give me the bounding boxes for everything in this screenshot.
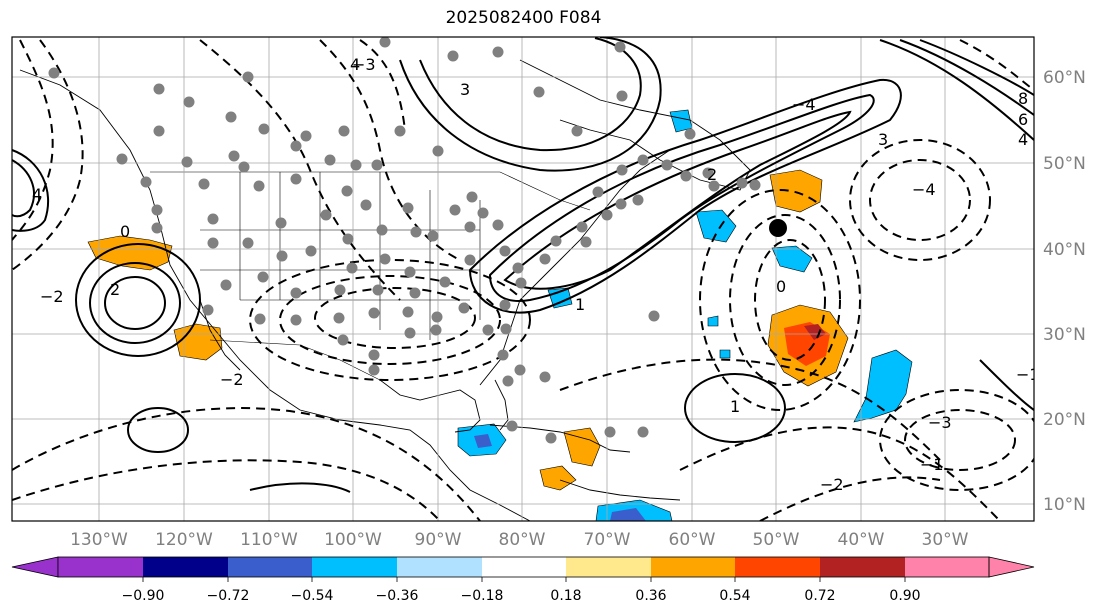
caribbean-islands [489, 424, 631, 453]
contour-label: 4 [32, 185, 42, 204]
anomaly-positive-caribbean [563, 427, 601, 467]
lon-label: 90°W [415, 530, 462, 550]
lon-label: 40°W [838, 530, 885, 550]
colorbar-low-extension [11, 556, 59, 578]
contour-label: −3 [928, 413, 952, 432]
contour-label: −2 [220, 370, 244, 389]
lat-label: 10°N [1043, 495, 1086, 515]
colorbar-tick-label: 0.72 [804, 588, 835, 604]
colorbar: −0.90 −0.72 −0.54 −0.36 −0.18 0.18 0.36 … [11, 556, 1035, 604]
colorbar-swatch [228, 557, 312, 577]
contour-label: 2 [110, 280, 120, 299]
contour-label: 3 [878, 130, 888, 149]
map-frame [11, 36, 1035, 522]
negative-contours [12, 39, 1034, 521]
colorbar-tick-label: 0.54 [719, 588, 750, 604]
lon-label: 30°W [922, 530, 969, 550]
colorbar-tick-label: −0.18 [461, 588, 504, 604]
map-title: 2025082400 F084 [445, 8, 602, 28]
colorbar-swatch [58, 557, 143, 577]
lat-label: 30°N [1043, 325, 1086, 345]
anomaly-small-negative [707, 315, 719, 327]
colorbar-tick-label: 0.90 [889, 588, 920, 604]
lon-label: 70°W [584, 530, 631, 550]
colorbar-high-extension [988, 556, 1035, 578]
colorbar-swatch [566, 557, 651, 577]
lon-label: 60°W [669, 530, 716, 550]
contour-label: −1 [920, 455, 944, 474]
positive-contours [12, 37, 1034, 493]
contour-label: −3 [352, 55, 376, 74]
contour-label: 0 [776, 277, 786, 296]
anomaly-positive-colombia [539, 465, 577, 491]
lat-label: 60°N [1043, 68, 1086, 88]
anomaly-strong-negative-ca [474, 434, 492, 448]
colorbar-swatch [312, 557, 397, 577]
lat-label: 50°N [1043, 154, 1086, 174]
lon-label: 130°W [70, 530, 128, 550]
colorbar-swatch [482, 557, 566, 577]
contour-label-group: 4 3 2 0 1 −2 −3 −4 2 3 0 1 −1 −2 4 −3 −4… [32, 55, 1040, 494]
contour-label: 0 [120, 222, 130, 241]
colorbar-swatch [651, 557, 735, 577]
anomaly-strong-negative-sa [610, 508, 646, 521]
florida-coast [494, 379, 509, 431]
colorbar-ticks [142, 577, 906, 582]
colorbar-tick-label: −0.90 [122, 588, 165, 604]
contour-label: 8 [1018, 89, 1028, 108]
lon-label: 80°W [499, 530, 546, 550]
contour-label: −1 [1016, 365, 1040, 384]
colorbar-frame [57, 556, 990, 578]
contour-label: 4 [1018, 130, 1028, 149]
colorbar-swatch [735, 557, 820, 577]
highlight-marker [769, 219, 787, 237]
contour-label: −4 [792, 95, 816, 114]
contour-label: 4 [350, 55, 360, 74]
contour-label: −4 [912, 180, 936, 199]
lon-label: 110°W [240, 530, 298, 550]
anomaly-negative-atlantic-1 [695, 209, 737, 243]
colorbar-swatch [820, 557, 905, 577]
anomaly-positive-baja [173, 323, 223, 361]
longitude-labels: 130°W 120°W 110°W 100°W 90°W 80°W 70°W 6… [70, 530, 969, 550]
lat-label: 20°N [1043, 410, 1086, 430]
anomaly-very-strong-positive [804, 324, 826, 340]
atlantic-coast [479, 139, 701, 386]
lon-label: 50°W [753, 530, 800, 550]
colorbar-tick-label: −0.54 [291, 588, 334, 604]
lon-label: 120°W [155, 530, 213, 550]
station-markers [48, 37, 761, 444]
gulf-coast [379, 379, 481, 433]
colorbar-swatch [143, 557, 228, 577]
contour-label: −2 [820, 475, 844, 494]
contour-label: 6 [1018, 110, 1028, 129]
colorbar-swatch [905, 557, 989, 577]
lon-label: 100°W [324, 530, 382, 550]
lat-label: 40°N [1043, 240, 1086, 260]
contour-label: 3 [460, 80, 470, 99]
contour-label: 1 [575, 295, 585, 314]
south-america-coast [559, 479, 681, 501]
shaded-anomalies [87, 109, 913, 521]
colorbar-tick-label: 0.18 [550, 588, 581, 604]
contour-label: 1 [730, 397, 740, 416]
contour-label: 2 [707, 165, 717, 184]
contour-label: −2 [40, 287, 64, 306]
colorbar-tick-label: 0.36 [635, 588, 666, 604]
anomaly-negative-atlantic-2 [771, 245, 813, 273]
anomaly-small-negative-2 [719, 349, 731, 359]
colorbar-tick-label: −0.36 [376, 588, 419, 604]
latitude-labels: 60°N 50°N 40°N 30°N 20°N 10°N [1043, 68, 1086, 515]
baja-coast [199, 299, 241, 371]
colorbar-swatch [397, 557, 482, 577]
pacific-coast [19, 69, 531, 521]
colorbar-tick-label: −0.72 [207, 588, 250, 604]
